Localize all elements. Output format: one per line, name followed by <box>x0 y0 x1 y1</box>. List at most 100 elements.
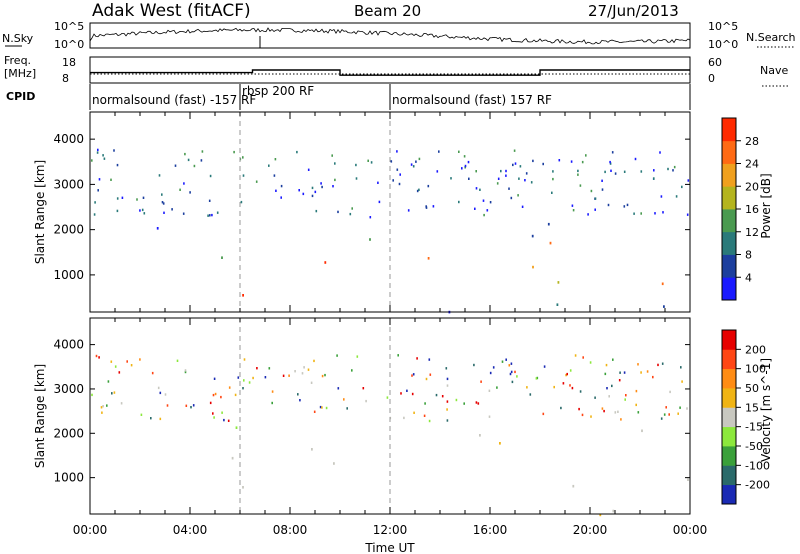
velocity-cell <box>98 356 100 359</box>
power-cell <box>141 208 144 212</box>
velocity-cell <box>566 372 568 376</box>
velocity-cell <box>212 393 215 397</box>
power-cell <box>623 205 626 208</box>
power-cell <box>512 163 514 167</box>
power-cell <box>103 157 106 160</box>
power-cell <box>681 185 683 189</box>
power-cell <box>162 202 165 205</box>
power-cell <box>216 211 219 214</box>
velocity-cell <box>612 358 614 361</box>
velocity-cell <box>624 398 626 401</box>
power-cell <box>594 197 597 200</box>
power-cell <box>369 216 372 219</box>
power-cell <box>531 234 534 238</box>
velocity-cell <box>403 416 405 420</box>
power-cell <box>468 177 470 180</box>
velocity-cell <box>681 380 683 383</box>
power-cell <box>505 174 507 177</box>
velocity-cell <box>526 386 528 389</box>
power-cell <box>427 257 430 260</box>
velocity-cell <box>288 374 290 377</box>
power-cell <box>334 178 336 182</box>
velocity-cell <box>351 369 353 372</box>
power-cell <box>508 187 510 190</box>
power-cell <box>275 189 277 192</box>
power-cell <box>623 170 626 173</box>
power-cell <box>314 190 317 194</box>
velocity-cell <box>492 366 495 369</box>
velocity-cell <box>91 393 93 397</box>
velocity-cell <box>668 413 670 416</box>
power-cell <box>113 149 115 152</box>
velocity-cell <box>231 456 234 460</box>
velocity-cell <box>159 391 162 395</box>
velocity-cell <box>480 380 482 383</box>
velocity-cell <box>599 513 602 517</box>
power-colorbar-tick-label: 12 <box>745 226 759 239</box>
freq-label-1: Freq. <box>4 54 31 67</box>
velocity-cell <box>605 363 608 367</box>
power-cell <box>377 181 379 184</box>
power-cell <box>626 203 629 207</box>
velocity-cell <box>100 406 103 409</box>
velocity-cell <box>294 370 296 373</box>
velocity-cell <box>510 362 513 365</box>
velocity-cell <box>190 406 192 409</box>
power-cell <box>432 205 435 208</box>
velocity-cell <box>514 370 516 374</box>
velocity-cell <box>652 375 654 379</box>
power-cell <box>268 164 270 167</box>
velocity-cell <box>445 367 448 370</box>
power-cell <box>604 170 606 174</box>
velocity-cell <box>473 363 475 367</box>
power-cell <box>556 303 559 306</box>
power-colorbar-tick-label: 4 <box>745 271 752 284</box>
velocity-cell <box>214 392 217 396</box>
velocity-colorbar-swatch <box>722 465 736 486</box>
velocity-cell <box>102 405 104 408</box>
velocity-cell <box>686 407 688 410</box>
power-cell <box>510 196 513 200</box>
freq-label-2: [MHz] <box>4 67 36 80</box>
power-cell <box>242 174 245 177</box>
power-cell <box>640 170 643 173</box>
power-cell <box>458 150 460 153</box>
velocity-cell <box>297 393 299 396</box>
power-cell <box>171 208 173 211</box>
velocity-cell <box>496 386 498 389</box>
power-cell <box>601 188 604 191</box>
power-panel: 1000 2000 3000 4000 Slant Range [km] <box>33 111 691 314</box>
power-cell <box>594 208 596 211</box>
power-cell <box>552 170 554 173</box>
power-cell <box>686 213 689 216</box>
power-cell <box>427 184 430 188</box>
power-cell <box>351 207 353 210</box>
velocity-cell <box>164 393 167 396</box>
power-cell <box>467 160 470 164</box>
velocity-cell <box>139 358 141 361</box>
power-colorbar-swatch <box>722 163 736 187</box>
velocity-cell <box>637 363 639 366</box>
velocity-cell <box>424 402 426 405</box>
velocity-cell <box>669 390 671 394</box>
power-cell <box>273 174 276 177</box>
power-cell <box>653 169 655 172</box>
velocity-panel: 1000 2000 3000 4000 00:00 04:00 08:00 12:00 16:… <box>33 317 707 554</box>
velocity-cell <box>455 398 458 402</box>
velocity-cell <box>256 367 258 370</box>
velocity-cell <box>640 371 642 374</box>
velocity-cell <box>264 376 267 379</box>
velocity-cell <box>151 371 154 375</box>
power-cell <box>634 157 637 161</box>
velocity-cell <box>543 365 546 368</box>
power-cell <box>183 182 185 185</box>
velocity-cell <box>336 354 338 357</box>
power-cell <box>524 179 526 182</box>
power-cell <box>579 184 582 187</box>
power-cell <box>161 201 164 204</box>
power-cell <box>407 209 410 212</box>
velocity-cell <box>243 379 245 382</box>
velocity-cell <box>324 373 326 377</box>
velocity-cell <box>406 389 408 392</box>
velocity-cell <box>660 417 663 420</box>
